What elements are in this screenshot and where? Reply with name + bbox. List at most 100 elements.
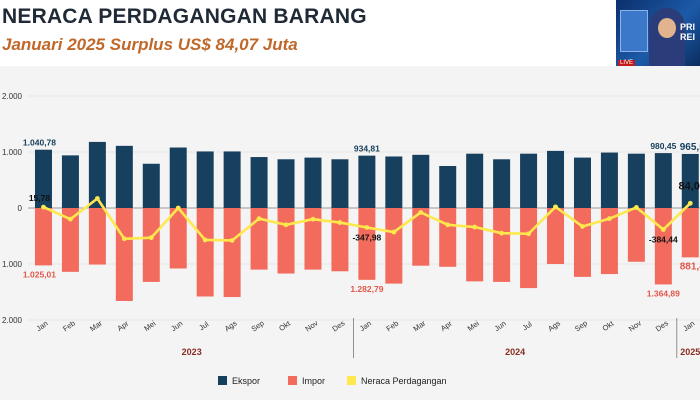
- import-bar: [547, 208, 565, 264]
- x-tick-label: Des: [654, 318, 670, 333]
- export-bar: [169, 147, 187, 208]
- export-bar: [250, 157, 268, 208]
- import-bar: [520, 208, 538, 289]
- x-tick-label: Mei: [142, 319, 157, 333]
- import-bar: [681, 208, 699, 258]
- data-label: -347,98: [352, 232, 381, 242]
- balance-point: [256, 216, 262, 222]
- import-bar: [600, 208, 618, 275]
- import-bar: [493, 208, 511, 282]
- import-bar: [61, 208, 79, 272]
- balance-point: [175, 205, 181, 211]
- export-bar: [520, 153, 538, 208]
- x-tick-label: Apr: [116, 319, 131, 333]
- presenter-video-thumbnail[interactable]: PRI REI LIVE: [616, 0, 700, 70]
- balance-point: [148, 235, 154, 241]
- import-bar: [169, 208, 187, 269]
- import-bar: [34, 208, 52, 266]
- x-tick-label: Sep: [573, 318, 589, 333]
- import-bar: [223, 208, 241, 298]
- x-tick-label: Nov: [627, 318, 643, 333]
- balance-point: [391, 229, 397, 235]
- export-bar: [331, 159, 349, 208]
- balance-point: [418, 210, 424, 215]
- export-bar: [600, 152, 618, 208]
- export-bar: [412, 154, 430, 208]
- y-tick-label: 1.000: [2, 260, 23, 269]
- background-screen: [620, 10, 648, 52]
- export-bar: [61, 155, 79, 208]
- balance-point: [607, 216, 612, 222]
- export-bar: [439, 166, 457, 208]
- year-label: 2024: [505, 347, 525, 357]
- export-bar: [142, 163, 160, 208]
- import-bar: [196, 208, 214, 297]
- data-label: 1.282,79: [350, 284, 383, 294]
- data-label: 84,07: [679, 180, 700, 192]
- legend-swatch: [288, 376, 297, 385]
- export-bar: [304, 157, 322, 208]
- export-bar: [681, 153, 699, 208]
- y-tick-label: 1.000: [2, 148, 23, 157]
- x-tick-label: Mar: [411, 318, 427, 333]
- press-label-line2: REI: [680, 32, 696, 42]
- x-tick-label: Jan: [358, 319, 373, 333]
- x-tick-label: Feb: [61, 319, 77, 334]
- data-label: 980,45: [650, 141, 676, 151]
- y-tick-label: 0: [18, 204, 23, 213]
- export-bar: [223, 151, 241, 208]
- balance-point: [660, 227, 666, 232]
- presenter-face: [658, 18, 676, 38]
- import-bar: [627, 208, 645, 262]
- trade-balance-chart: 2.000 1.000 0 1.000 2.000 1.040,78 934,81 980,4…: [2, 92, 700, 386]
- legend-label: Ekspor: [232, 376, 260, 386]
- balance-point: [229, 238, 235, 243]
- x-tick-label: Mei: [466, 319, 481, 333]
- export-bar: [547, 150, 565, 208]
- data-label: 1.040,78: [23, 138, 56, 148]
- x-tick-label: Jan: [35, 319, 50, 333]
- x-tick-label: Jun: [493, 319, 508, 333]
- import-bar: [304, 208, 322, 270]
- export-bar: [88, 141, 106, 208]
- export-bar: [385, 156, 403, 208]
- balance-point: [337, 220, 343, 225]
- import-bar: [142, 208, 160, 282]
- y-tick-label: 2.000: [2, 92, 23, 101]
- import-bar: [654, 208, 672, 285]
- data-label: 1.364,89: [647, 288, 680, 298]
- balance-point: [553, 204, 558, 210]
- balance-point: [202, 237, 208, 243]
- balance-point: [499, 230, 505, 236]
- balance-point: [472, 224, 478, 230]
- balance-point: [121, 236, 127, 242]
- balance-point: [526, 231, 531, 237]
- legend-swatch: [218, 376, 227, 385]
- export-bar: [34, 149, 52, 208]
- import-bar: [439, 208, 457, 267]
- balance-point: [283, 222, 289, 228]
- x-tick-label: Ags: [546, 318, 562, 333]
- x-tick-label: Jan: [681, 319, 696, 333]
- import-bar: [385, 208, 403, 284]
- x-tick-label: Jul: [197, 319, 210, 332]
- x-tick-label: Mar: [88, 318, 104, 333]
- balance-point: [41, 204, 46, 210]
- x-tick-label: Okt: [601, 318, 616, 333]
- import-bar: [412, 208, 430, 266]
- balance-point: [687, 200, 693, 206]
- legend-label: Neraca Perdagangan: [361, 376, 447, 386]
- balance-point: [94, 196, 100, 201]
- balance-point: [68, 216, 73, 222]
- page-subtitle: Januari 2025 Surplus US$ 84,07 Juta: [2, 35, 298, 54]
- slide-header: NERACA PERDAGANGAN BARANG Januari 2025 S…: [0, 0, 700, 66]
- export-bar: [115, 145, 133, 208]
- export-bar: [277, 159, 295, 208]
- import-bar: [277, 208, 295, 274]
- balance-point: [310, 216, 316, 222]
- import-bar: [115, 208, 133, 301]
- balance-point: [364, 225, 370, 230]
- export-bar: [573, 157, 591, 208]
- legend-swatch: [347, 376, 356, 385]
- import-bar: [358, 208, 376, 280]
